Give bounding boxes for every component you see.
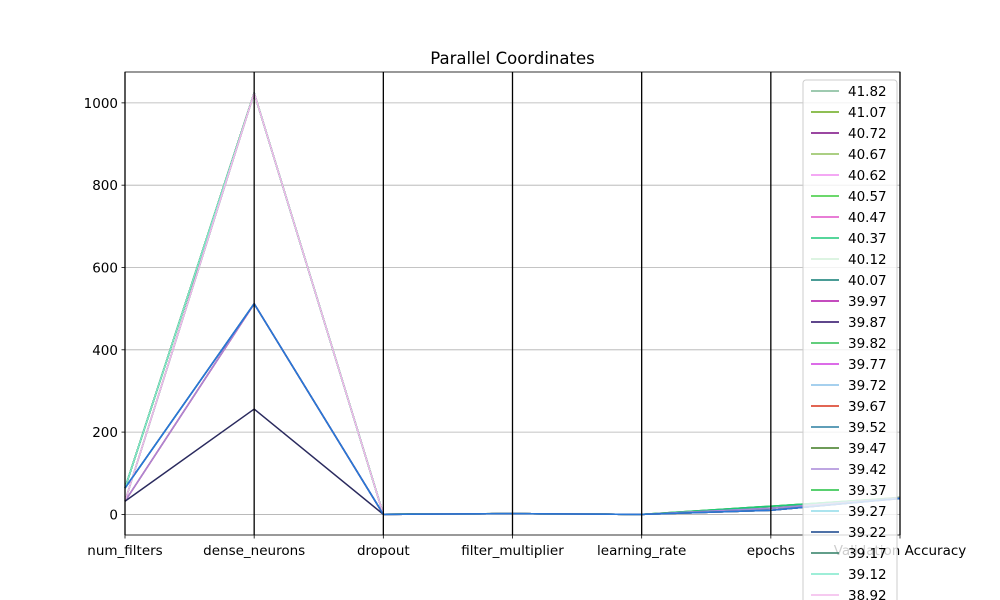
legend-label: 39.97 — [848, 294, 887, 310]
y-tick-label: 0 — [109, 507, 118, 523]
legend-box — [802, 79, 898, 600]
legend-label: 40.57 — [848, 189, 887, 205]
legend-label: 39.37 — [848, 483, 887, 499]
legend-label: 41.07 — [848, 105, 887, 121]
legend-label: 39.47 — [848, 441, 887, 457]
legend-label: 39.17 — [848, 546, 887, 562]
y-tick-label: 600 — [92, 260, 118, 276]
axis-label: epochs — [747, 543, 795, 559]
axis-label: num_filters — [87, 543, 162, 559]
y-tick-label: 200 — [92, 425, 118, 441]
legend-label: 39.22 — [848, 525, 887, 541]
axis-label: dropout — [357, 543, 410, 559]
legend-label: 39.12 — [848, 567, 887, 583]
legend-label: 39.77 — [848, 357, 887, 373]
plot-frame — [124, 71, 901, 536]
legend-label: 40.72 — [848, 126, 887, 142]
legend-label: 40.37 — [848, 231, 887, 247]
chart-title: Parallel Coordinates — [430, 49, 594, 68]
legend-label: 40.12 — [848, 252, 887, 268]
legend-label: 40.62 — [848, 168, 887, 184]
legend-label: 40.07 — [848, 273, 887, 289]
legend-label: 39.87 — [848, 315, 887, 331]
legend: 41.82 41.07 40.72 40.67 40.62 40.57 40.47 40.37… — [802, 79, 898, 600]
legend-label: 39.52 — [848, 420, 887, 436]
legend-label: 39.42 — [848, 462, 887, 478]
legend-label: 39.72 — [848, 378, 887, 394]
legend-label: 40.67 — [848, 147, 887, 163]
legend-label: 39.27 — [848, 504, 887, 520]
y-tick-label: 400 — [92, 343, 118, 359]
y-tick-label: 1000 — [84, 96, 118, 112]
axis-label: learning_rate — [597, 543, 686, 559]
legend-label: 38.92 — [848, 588, 887, 600]
legend-label: 39.67 — [848, 399, 887, 415]
axis-label: dense_neurons — [203, 543, 305, 559]
legend-label: 41.82 — [848, 84, 887, 100]
axis-label: filter_multiplier — [461, 543, 564, 559]
y-tick-label: 800 — [92, 178, 118, 194]
axis-layer: 0 200 400 600 800 1000 num_filters dense_neuron… — [84, 71, 966, 559]
legend-label: 40.47 — [848, 210, 887, 226]
legend-label: 39.82 — [848, 336, 887, 352]
